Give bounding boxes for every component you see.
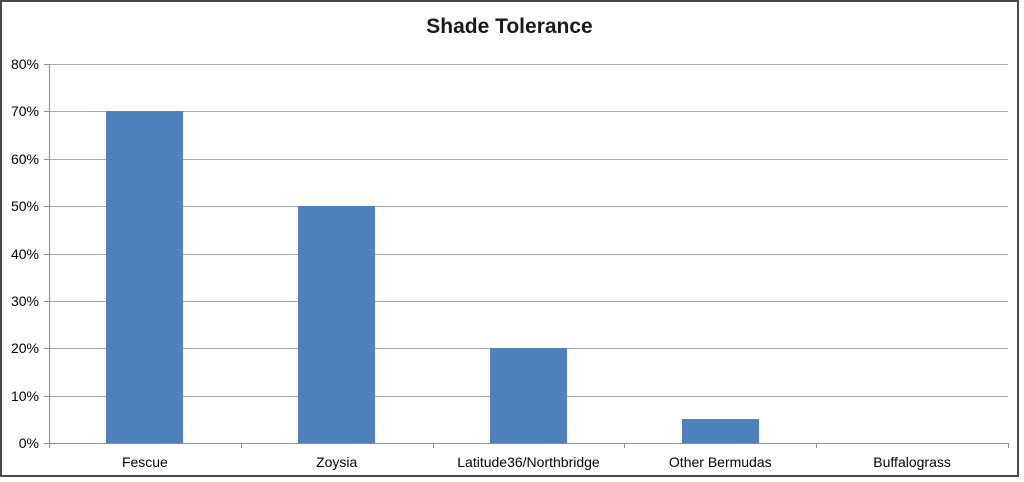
y-tick-label: 20%	[10, 340, 39, 357]
y-tick-label: 80%	[10, 56, 39, 72]
gridline	[49, 158, 1008, 160]
bar-latitude36-northbridge	[490, 348, 567, 443]
gridline	[49, 253, 1008, 255]
y-axis-tick	[44, 158, 49, 160]
x-category-label: Latitude36/Northbridge	[457, 454, 600, 470]
x-axis-tick	[624, 443, 626, 448]
y-axis-tick	[44, 348, 49, 350]
x-axis-tick	[816, 443, 818, 448]
x-axis-tick	[1008, 443, 1009, 448]
x-axis-tick	[432, 443, 434, 448]
gridline	[49, 300, 1008, 302]
chart-title: Shade Tolerance	[426, 15, 593, 38]
y-axis-line	[49, 64, 50, 443]
gridline	[49, 111, 1008, 113]
y-tick-label: 50%	[10, 198, 39, 215]
y-tick-label: 10%	[10, 387, 39, 404]
bar-fescue	[106, 111, 184, 443]
x-category-label: Fescue	[121, 454, 168, 470]
bar-other-bermudas	[681, 419, 759, 443]
y-axis-tick	[44, 443, 49, 444]
y-tick-label: 0%	[18, 435, 39, 451]
y-axis-tick	[44, 253, 49, 255]
x-axis-line	[49, 443, 1008, 444]
bar-zoysia	[298, 206, 376, 443]
x-category-label: Buffalograss	[873, 454, 951, 470]
y-tick-label: 60%	[10, 150, 39, 167]
x-axis-tick	[240, 443, 242, 448]
y-axis-tick	[44, 111, 49, 113]
y-tick-label: 70%	[10, 103, 39, 120]
y-axis-tick	[44, 395, 49, 397]
gridline	[49, 64, 1008, 65]
y-tick-label: 30%	[10, 292, 39, 309]
y-axis-tick	[44, 300, 49, 302]
x-category-label: Other Bermudas	[668, 454, 772, 470]
x-category-label: Zoysia	[316, 454, 358, 470]
x-axis-tick	[49, 443, 50, 448]
gridline	[49, 206, 1008, 208]
y-tick-label: 40%	[10, 245, 39, 262]
y-axis-tick	[44, 64, 49, 65]
y-axis-tick	[44, 206, 49, 208]
